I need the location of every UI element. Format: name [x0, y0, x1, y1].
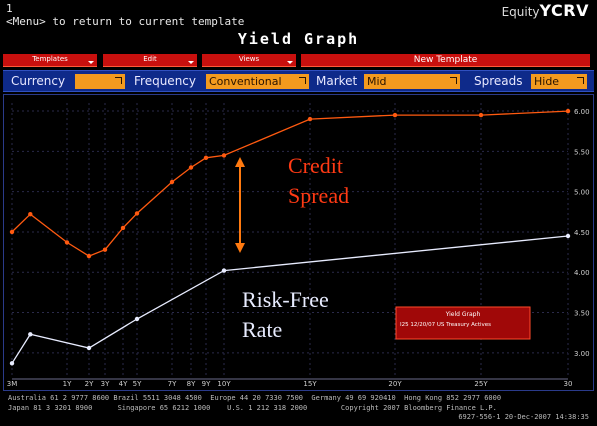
- y-tick-label: 6.00: [574, 108, 590, 116]
- ticker-code: YCRV: [539, 1, 589, 20]
- views-menu-button[interactable]: Views: [202, 54, 296, 67]
- x-tick-label: 4Y: [119, 380, 128, 388]
- frequency-dropdown[interactable]: Conventional: [206, 74, 309, 89]
- page-title: Yield Graph: [237, 30, 360, 48]
- dropdown-triangle-icon: [287, 61, 293, 64]
- corporate-curve-point: [203, 155, 209, 160]
- dropdown-triangle-icon: [88, 61, 94, 64]
- corporate-curve-point: [565, 108, 571, 114]
- footer-contact-line1: Australia 61 2 9777 8600 Brazil 5511 304…: [8, 394, 502, 402]
- views-menu-label: Views: [238, 55, 260, 63]
- command-number: 1: [6, 2, 13, 15]
- y-tick-label: 4.00: [574, 269, 590, 277]
- x-tick-label: 3Y: [101, 380, 110, 388]
- currency-dropdown[interactable]: [75, 74, 125, 89]
- market-dropdown[interactable]: Mid: [364, 74, 460, 89]
- y-tick-label: 4.50: [574, 229, 590, 237]
- x-tick-label: 1Y: [63, 380, 72, 388]
- treasury-curve-point: [28, 332, 33, 337]
- risk-free-label-line1: Risk-Free: [242, 287, 329, 312]
- ticker-label: EquityYCRV: [502, 1, 589, 20]
- treasury-curve-point: [9, 361, 15, 366]
- spreads-value: Hide: [534, 75, 560, 88]
- chart-grid: [11, 103, 569, 377]
- legend-box: Yield Graph I25 12/20/07 US Treasury Act…: [395, 306, 531, 340]
- corporate-curve-point: [102, 247, 108, 252]
- dropdown-triangle-icon: [115, 77, 122, 84]
- dropdown-triangle-icon: [577, 77, 584, 84]
- x-axis: 3M 1Y 2Y 3Y 4Y 5Y 7Y 8Y 9Y 10Y 15Y 20Y 25Y 30: [7, 378, 573, 388]
- legend-title: Yield Graph: [445, 311, 481, 318]
- menu-bar: Templates Edit Views New Template: [3, 54, 594, 67]
- credit-spread-label-line1: Credit: [288, 153, 343, 178]
- corporate-curve-point: [86, 253, 92, 259]
- footer-contact-line2: Japan 81 3 3201 8900 Singapore 65 6212 1…: [8, 404, 497, 412]
- yield-chart-panel: 3.00 3.50 4.00 4.50 5.00 5.50 6.00 3M 1Y 2Y 3Y 4Y 5…: [3, 94, 594, 391]
- corporate-curve-point: [134, 211, 140, 216]
- frequency-label: Frequency: [134, 74, 196, 88]
- credit-spread-label-line2: Spread: [288, 183, 349, 208]
- y-tick-label: 3.00: [574, 350, 590, 358]
- corporate-curve-point: [169, 179, 175, 185]
- x-tick-label: 15Y: [303, 380, 317, 388]
- corporate-curve-point: [307, 116, 313, 122]
- filter-bar: Currency Frequency Conventional Market M…: [3, 70, 594, 92]
- corporate-curve-point: [188, 165, 194, 170]
- market-label: Market: [316, 74, 358, 88]
- corporate-curve-point: [221, 153, 227, 158]
- new-template-label: New Template: [413, 55, 478, 65]
- treasury-curve-point: [86, 345, 92, 351]
- currency-label: Currency: [11, 74, 66, 88]
- corporate-curve-point: [392, 112, 398, 118]
- x-tick-label: 7Y: [168, 380, 177, 388]
- treasury-curve-point: [134, 316, 140, 322]
- x-tick-label: 9Y: [202, 380, 211, 388]
- x-tick-label: 20Y: [388, 380, 402, 388]
- corporate-curve-point: [64, 240, 70, 245]
- x-tick-label: 30: [564, 380, 573, 388]
- dropdown-triangle-icon: [299, 77, 306, 84]
- ticker-prefix: Equity: [501, 5, 540, 19]
- x-tick-label: 5Y: [133, 380, 142, 388]
- y-axis: 3.00 3.50 4.00 4.50 5.00 5.50 6.00: [574, 108, 590, 358]
- treasury-curve-point: [565, 233, 571, 239]
- chart-series: [9, 108, 571, 366]
- x-tick-label: 2Y: [85, 380, 94, 388]
- templates-menu-label: Templates: [32, 55, 68, 63]
- y-tick-label: 3.50: [574, 310, 590, 318]
- corporate-curve-point: [9, 229, 15, 235]
- treasury-curve-line: [11, 235, 569, 364]
- corporate-curve-point: [478, 112, 484, 118]
- spreads-dropdown[interactable]: Hide: [531, 74, 587, 89]
- treasury-curve-point: [221, 268, 227, 273]
- edit-menu-button[interactable]: Edit: [103, 54, 197, 67]
- x-tick-label: 3M: [7, 380, 18, 388]
- spreads-label: Spreads: [474, 74, 523, 88]
- x-tick-label: 8Y: [187, 380, 196, 388]
- footer-timestamp: 6927-556-1 20-Dec-2007 14:38:35: [458, 413, 589, 421]
- menu-hint: <Menu> to return to current template: [6, 15, 245, 28]
- risk-free-label-line2: Rate: [242, 317, 282, 342]
- y-tick-label: 5.50: [574, 148, 590, 156]
- corporate-curve-point: [28, 212, 33, 217]
- frequency-value: Conventional: [209, 75, 282, 88]
- legend-line1: I25 12/20/07 US Treasury Actives: [400, 322, 491, 328]
- edit-menu-label: Edit: [143, 55, 157, 63]
- templates-menu-button[interactable]: Templates: [3, 54, 97, 67]
- x-tick-label: 25Y: [474, 380, 488, 388]
- new-template-button[interactable]: New Template: [301, 54, 590, 67]
- dropdown-triangle-icon: [188, 61, 194, 64]
- double-arrow-icon: [235, 157, 245, 253]
- corporate-curve-point: [120, 225, 126, 231]
- yield-chart: 3.00 3.50 4.00 4.50 5.00 5.50 6.00 3M 1Y 2Y 3Y 4Y 5…: [7, 103, 590, 388]
- dropdown-triangle-icon: [450, 77, 457, 84]
- market-value: Mid: [367, 75, 387, 88]
- y-tick-label: 5.00: [574, 189, 590, 197]
- x-tick-label: 10Y: [217, 380, 231, 388]
